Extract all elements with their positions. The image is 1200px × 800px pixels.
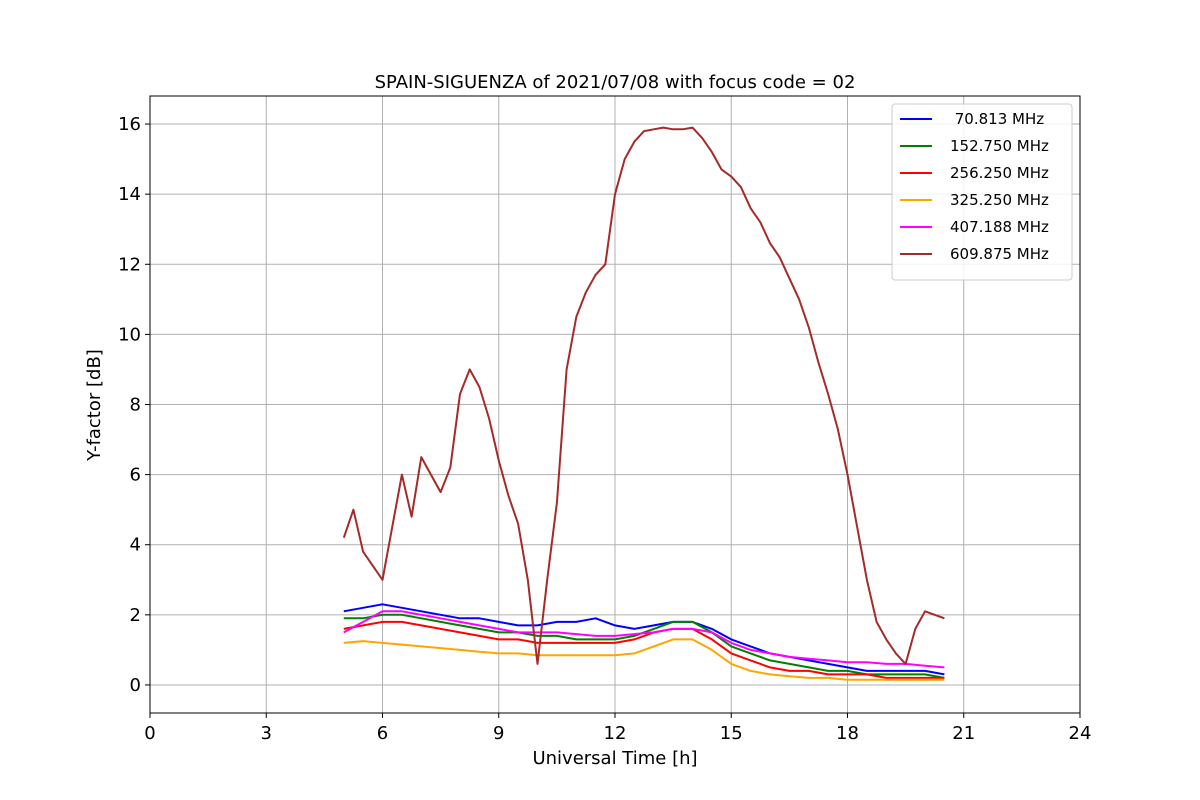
x-axis-label: Universal Time [h] — [532, 748, 697, 769]
y-axis: 0 2 4 6 8 10 12 14 16 — [118, 114, 150, 696]
series-line-6 — [342, 126, 945, 665]
y-tick-label: 2 — [130, 605, 141, 626]
legend: 70.813 MHz 152.750 MHz 256.250 MHz 325.250 … — [891, 103, 1073, 281]
series-line-1 — [343, 603, 945, 676]
legend-box — [891, 103, 1073, 281]
legend-label-2: 152.750 MHz — [950, 137, 1049, 155]
y-tick-label: 14 — [118, 184, 141, 205]
y-tick-label: 4 — [130, 535, 141, 556]
series-line-5 — [343, 610, 945, 669]
x-tick-label: 18 — [836, 723, 859, 744]
series-layer — [342, 126, 945, 681]
y-tick-label: 10 — [118, 324, 141, 345]
y-tick-label: 16 — [118, 114, 141, 135]
x-tick-label: 21 — [952, 723, 975, 744]
x-tick-label: 6 — [377, 723, 388, 744]
series-line-3 — [343, 620, 945, 679]
legend-label-5: 407.188 MHz — [950, 218, 1049, 236]
y-tick-label: 0 — [130, 675, 141, 696]
x-tick-label: 9 — [493, 723, 504, 744]
legend-label-4: 325.250 MHz — [950, 191, 1049, 209]
legend-label-1: 70.813 MHz — [950, 110, 1044, 128]
x-tick-label: 24 — [1069, 723, 1092, 744]
x-tick-label: 3 — [261, 723, 272, 744]
chart-title: SPAIN-SIGUENZA of 2021/07/08 with focus … — [375, 72, 856, 93]
x-axis: 0 3 6 9 12 15 18 21 24 — [144, 713, 1091, 744]
x-tick-label: 0 — [144, 723, 155, 744]
series-line-4 — [343, 638, 945, 681]
x-tick-label: 15 — [720, 723, 743, 744]
y-tick-label: 12 — [118, 254, 141, 275]
legend-label-6: 609.875 MHz — [950, 245, 1049, 263]
legend-label-3: 256.250 MHz — [950, 164, 1049, 182]
y-axis-label: Y-factor [dB] — [84, 349, 105, 462]
x-tick-label: 12 — [604, 723, 627, 744]
y-tick-label: 6 — [130, 465, 141, 486]
y-tick-label: 8 — [130, 395, 141, 416]
